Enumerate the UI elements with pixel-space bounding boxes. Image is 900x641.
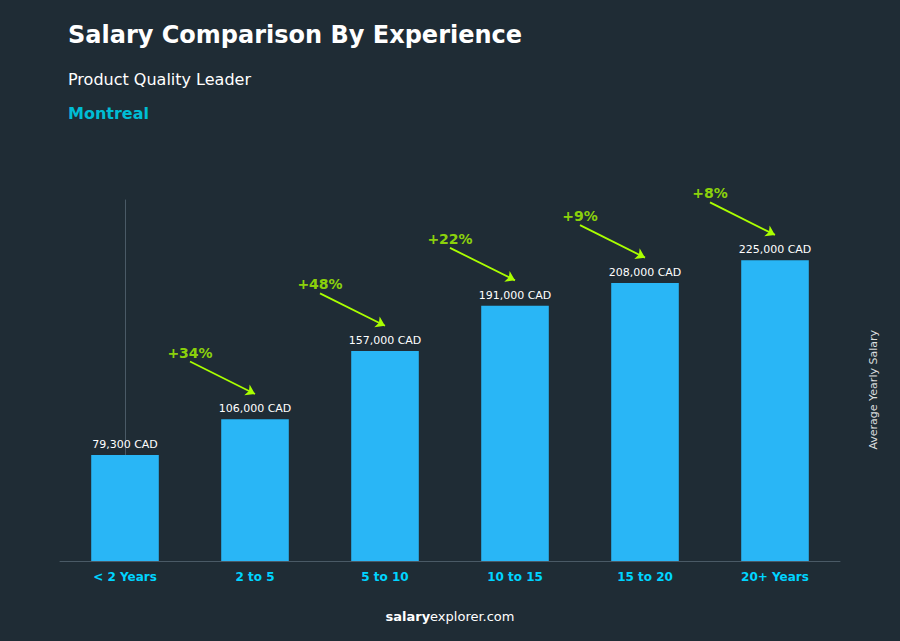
svg-text:< 2 Years: < 2 Years bbox=[93, 570, 157, 584]
svg-text:+9%: +9% bbox=[562, 208, 598, 224]
svg-text:106,000 CAD: 106,000 CAD bbox=[219, 402, 292, 415]
svg-text:20+ Years: 20+ Years bbox=[741, 570, 809, 584]
svg-text:Montreal: Montreal bbox=[68, 104, 149, 123]
svg-text:2 to 5: 2 to 5 bbox=[235, 570, 274, 584]
svg-text:+22%: +22% bbox=[427, 231, 472, 247]
svg-text:explorer.com: explorer.com bbox=[430, 609, 514, 624]
svg-text:5 to 10: 5 to 10 bbox=[361, 570, 408, 584]
svg-text:79,300 CAD: 79,300 CAD bbox=[92, 438, 158, 451]
svg-text:+34%: +34% bbox=[167, 345, 212, 361]
svg-text:Average Yearly Salary: Average Yearly Salary bbox=[867, 330, 880, 450]
svg-text:225,000 CAD: 225,000 CAD bbox=[739, 243, 812, 256]
svg-text:15 to 20: 15 to 20 bbox=[617, 570, 673, 584]
svg-text:157,000 CAD: 157,000 CAD bbox=[349, 334, 422, 347]
svg-text:salary: salary bbox=[385, 609, 430, 624]
svg-text:Product Quality Leader: Product Quality Leader bbox=[68, 70, 251, 89]
svg-text:10 to 15: 10 to 15 bbox=[487, 570, 543, 584]
svg-text:+48%: +48% bbox=[297, 276, 342, 292]
svg-text:Salary Comparison By Experienc: Salary Comparison By Experience bbox=[68, 21, 522, 49]
svg-text:191,000 CAD: 191,000 CAD bbox=[479, 289, 552, 302]
svg-text:208,000 CAD: 208,000 CAD bbox=[609, 266, 682, 279]
svg-text:+8%: +8% bbox=[692, 185, 728, 201]
